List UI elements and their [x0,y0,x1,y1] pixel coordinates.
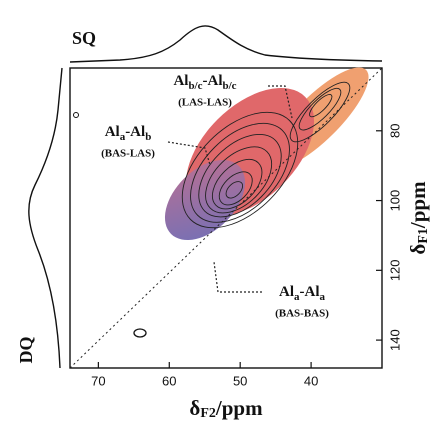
x-tick-label: 40 [304,373,318,388]
y-axis-label: δF1/ppm [406,181,431,255]
contours [289,81,351,143]
x-axis-label: δF2/ppm [189,396,263,421]
dq-label: DQ [16,337,36,364]
dq-projection [28,67,63,369]
sq-label: SQ [72,28,96,48]
x-tick-label: 70 [91,373,105,388]
annotation-arrow [213,261,262,293]
annotation-note: (BAS-LAS) [101,148,155,160]
diagonal [69,67,383,369]
annotation-arrow [268,85,293,119]
x-tick-label: 50 [233,373,247,388]
sq-projection [69,25,383,63]
annotation-note: (BAS-BAS) [275,308,329,320]
y-tick-label: 100 [387,190,402,212]
plot-frame [69,67,383,369]
y-tick-label: 80 [387,124,402,138]
x-tick-label: 60 [162,373,176,388]
annotation-label: Ala-Ala [279,284,326,302]
y-tick-label: 140 [387,329,402,351]
annotation-label: Ala-Alb [105,124,152,142]
noise-contour [133,328,147,338]
annotation-note: (LAS-LAS) [178,97,232,109]
annotation-arrow [167,141,211,166]
y-tick-label: 120 [387,259,402,281]
noise-contour [73,112,79,118]
annotation-label: Alb/c-Alb/c [173,73,236,91]
contours [181,111,299,229]
